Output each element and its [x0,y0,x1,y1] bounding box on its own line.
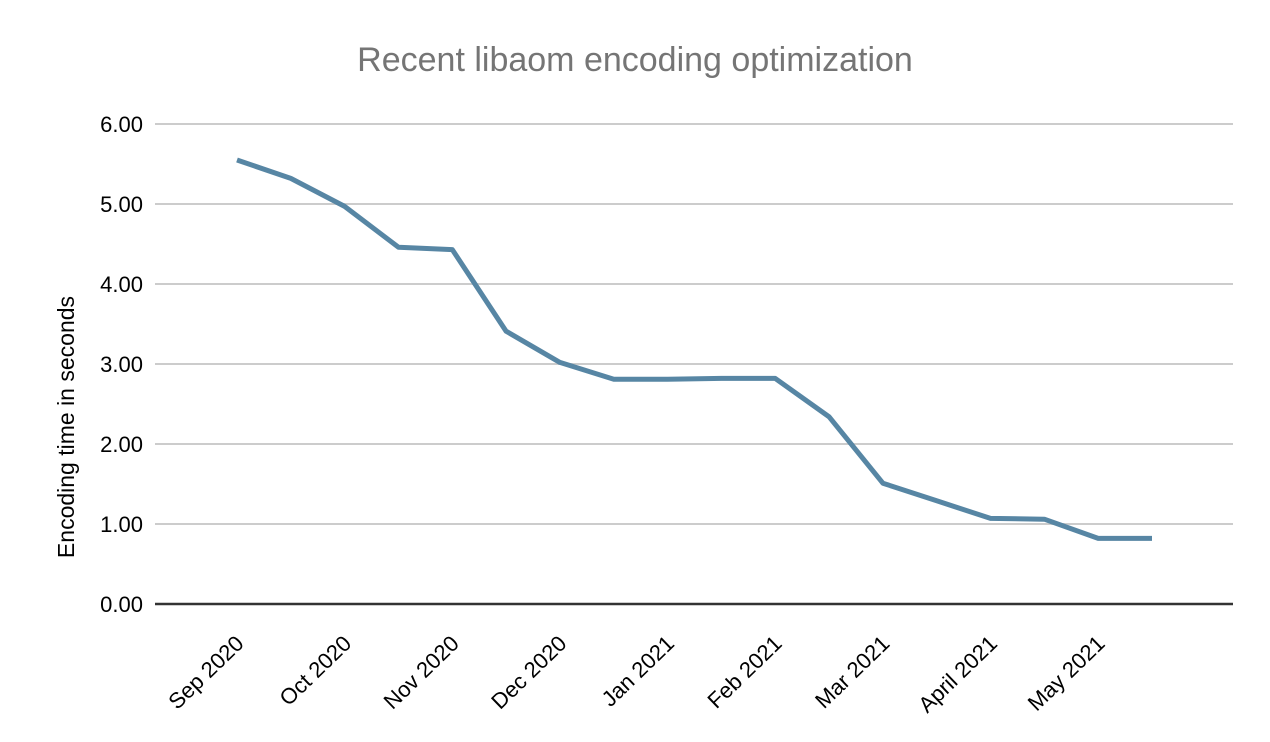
x-axis-tick-label: Sep 2020 [163,631,248,714]
y-axis-tick-label: 2.00 [100,432,143,457]
encoding-time-line [236,157,1152,541]
y-axis-tick-label: 4.00 [100,272,143,297]
y-axis-tick-label: 1.00 [100,512,143,537]
x-axis-tick-label: April 2021 [913,631,1002,718]
x-axis-tick-label: Oct 2020 [275,631,357,711]
y-axis-tick-label: 6.00 [100,112,143,137]
x-axis-tick-label: May 2021 [1023,631,1110,716]
y-axis-tick-label: 3.00 [100,352,143,377]
x-axis-tick-label: Mar 2021 [810,631,894,714]
chart-title: Recent libaom encoding optimization [357,41,913,79]
y-axis-tick-label: 5.00 [100,192,143,217]
x-axis-tick-label: Feb 2021 [702,631,786,714]
x-axis-tick-label: Nov 2020 [379,631,464,714]
y-axis-tick-label: 0.00 [100,592,143,617]
x-axis-tick-label: Dec 2020 [486,631,571,714]
x-axis-tick-label: Jan 2021 [597,631,679,712]
